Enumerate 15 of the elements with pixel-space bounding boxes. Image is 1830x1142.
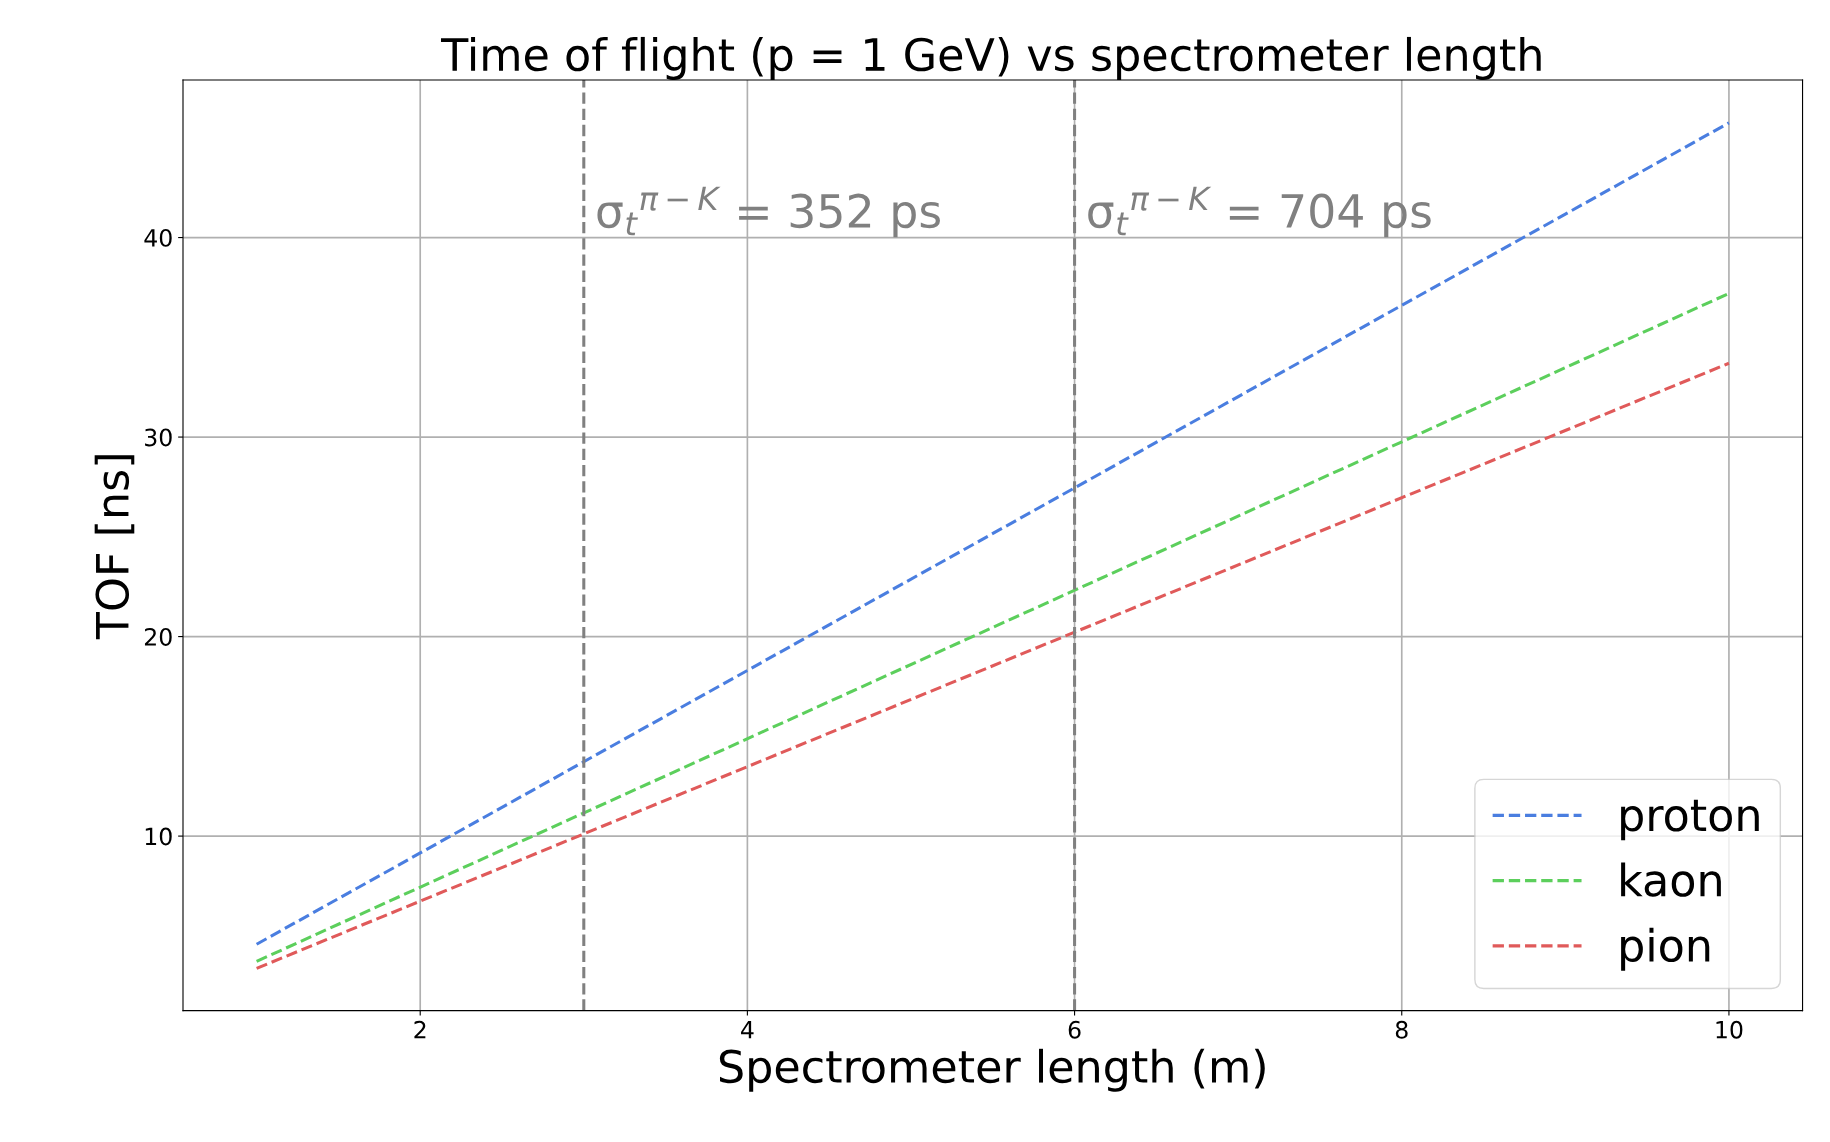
x-tick-label: 2	[414, 1020, 426, 1039]
x-tick-label: 8	[1395, 1020, 1408, 1039]
x-tick-label: 10	[1716, 1020, 1743, 1039]
x-tick-label: 4	[741, 1021, 754, 1039]
y-tick-label: 30	[145, 428, 172, 447]
y-tick-label: 40	[144, 229, 172, 247]
legend-label: pion	[1621, 927, 1710, 971]
y-tick-label: 20	[144, 628, 172, 646]
x-tick-label: 6	[1068, 1020, 1081, 1039]
y-axis-title: TOF [ns]	[94, 455, 135, 640]
legend-label: kaon	[1621, 862, 1721, 897]
y-tick-label: 10	[145, 827, 172, 846]
legend-label: proton	[1621, 799, 1759, 841]
chart-title: Time of flight (p = 1 GeV) vs spectrometer length	[440, 36, 1541, 80]
x-axis-title: Spectrometer length (m)	[719, 1048, 1265, 1092]
